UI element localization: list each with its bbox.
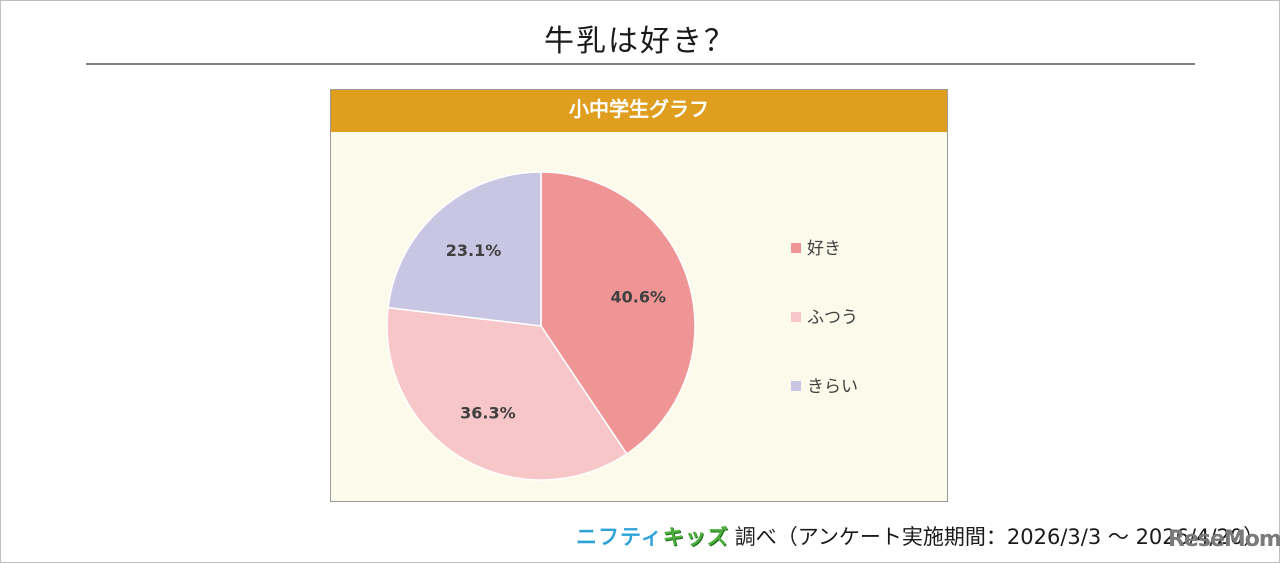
legend-swatch-dislike <box>791 381 801 391</box>
pie-chart: 40.6% 36.3% 23.1% <box>386 171 696 481</box>
chart-panel: 小中学生グラフ 40.6% 36.3% 23.1% 好き ふつう きらい <box>330 89 948 502</box>
pie-slice-dislike <box>387 171 542 327</box>
legend-item-like: 好き <box>791 234 841 259</box>
source-credit: ニフティキッズ 調べ（アンケート実施期間：2026/3/3 ～ 2026/4/20… <box>576 521 1264 551</box>
legend-item-neutral: ふつう <box>791 303 858 328</box>
pie-slice-neutral <box>386 306 628 481</box>
brand-logo-nifty: ニフティ <box>576 525 663 549</box>
pie-label-neutral: 36.3% <box>460 404 516 423</box>
legend-label-like: 好き <box>807 239 841 259</box>
survey-credit: 調べ（アンケート実施期間：2026/3/3 ～ 2026/4/20） <box>734 525 1265 549</box>
legend-item-dislike: きらい <box>791 372 858 397</box>
legend-label-dislike: きらい <box>807 377 858 397</box>
pie-slice-like <box>540 171 696 455</box>
pie-label-dislike: 23.1% <box>446 241 502 260</box>
pie-label-like: 40.6% <box>610 287 666 306</box>
title-divider <box>86 63 1195 65</box>
legend-label-neutral: ふつう <box>807 308 858 328</box>
chart-title: 小中学生グラフ <box>331 90 947 132</box>
legend-swatch-neutral <box>791 312 801 322</box>
page-title: 牛乳は好き？ <box>544 24 736 59</box>
watermark-logo: ReseMom <box>1168 527 1280 552</box>
brand-logo-kids: キッズ <box>662 525 729 549</box>
legend-swatch-like <box>791 243 801 253</box>
